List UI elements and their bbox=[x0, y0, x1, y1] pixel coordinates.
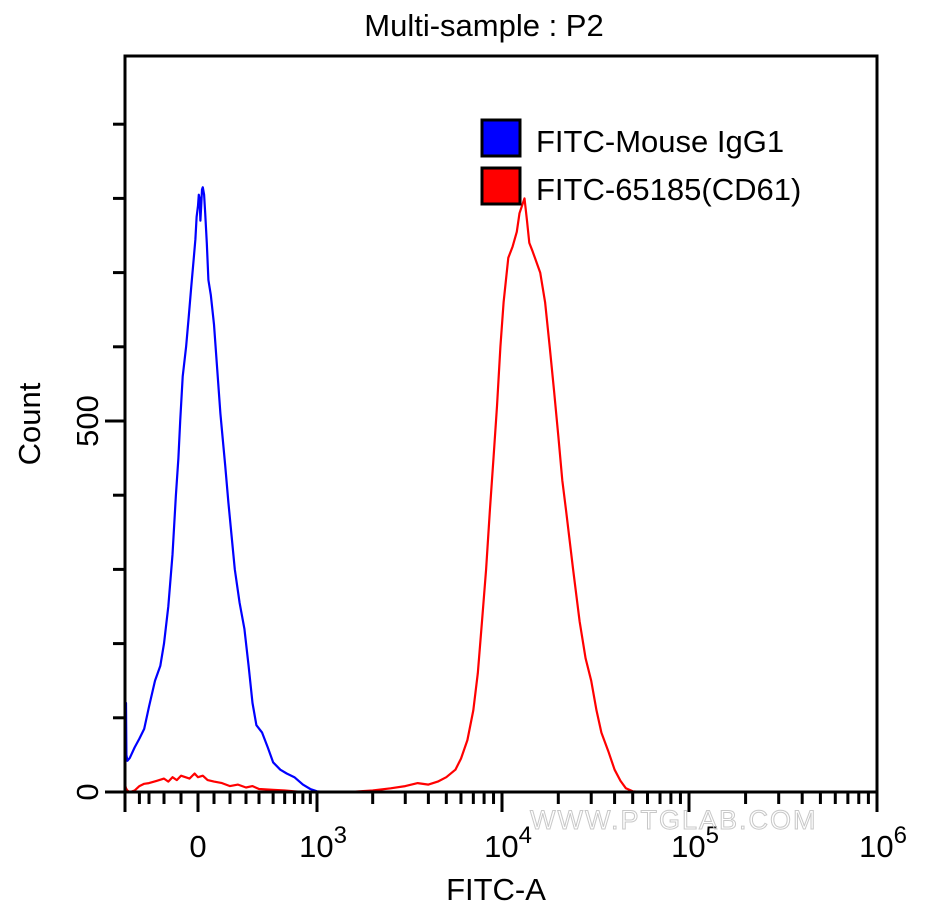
legend-swatch-blue bbox=[480, 118, 522, 158]
legend-item: FITC-Mouse IgG1 bbox=[480, 118, 784, 159]
legend-item: FITC-65185(CD61) bbox=[480, 166, 801, 207]
x-axis-label: FITC-A bbox=[446, 872, 546, 907]
legend-label: FITC-Mouse IgG1 bbox=[536, 124, 784, 159]
y-axis-tick-labels: 0 500 bbox=[70, 395, 105, 800]
legend: FITC-Mouse IgG1 FITC-65185(CD61) bbox=[480, 118, 801, 207]
series-layer bbox=[123, 186, 641, 794]
x-tick-label: 105 bbox=[671, 822, 719, 864]
chart-title: Multi-sample : P2 bbox=[364, 8, 603, 43]
x-tick-label: 106 bbox=[859, 822, 907, 864]
watermark: WWW.PTGLAB.COM bbox=[530, 805, 818, 835]
x-axis-tick-labels: 0 103 104 105 106 bbox=[189, 822, 907, 864]
x-tick-label: 104 bbox=[484, 822, 532, 864]
y-axis-label: Count bbox=[12, 382, 47, 465]
y-tick-label: 500 bbox=[70, 395, 105, 447]
plot-frame bbox=[123, 54, 879, 794]
y-axis-ticks bbox=[105, 122, 125, 794]
x-tick-label: 103 bbox=[299, 822, 347, 864]
x-axis-ticks bbox=[123, 792, 879, 812]
series-line-cd61 bbox=[123, 197, 641, 794]
series-line-isotype bbox=[123, 186, 325, 794]
legend-swatch-red bbox=[480, 166, 522, 206]
x-tick-label: 0 bbox=[189, 829, 206, 864]
y-tick-label: 0 bbox=[70, 783, 105, 800]
legend-label: FITC-65185(CD61) bbox=[536, 172, 801, 207]
